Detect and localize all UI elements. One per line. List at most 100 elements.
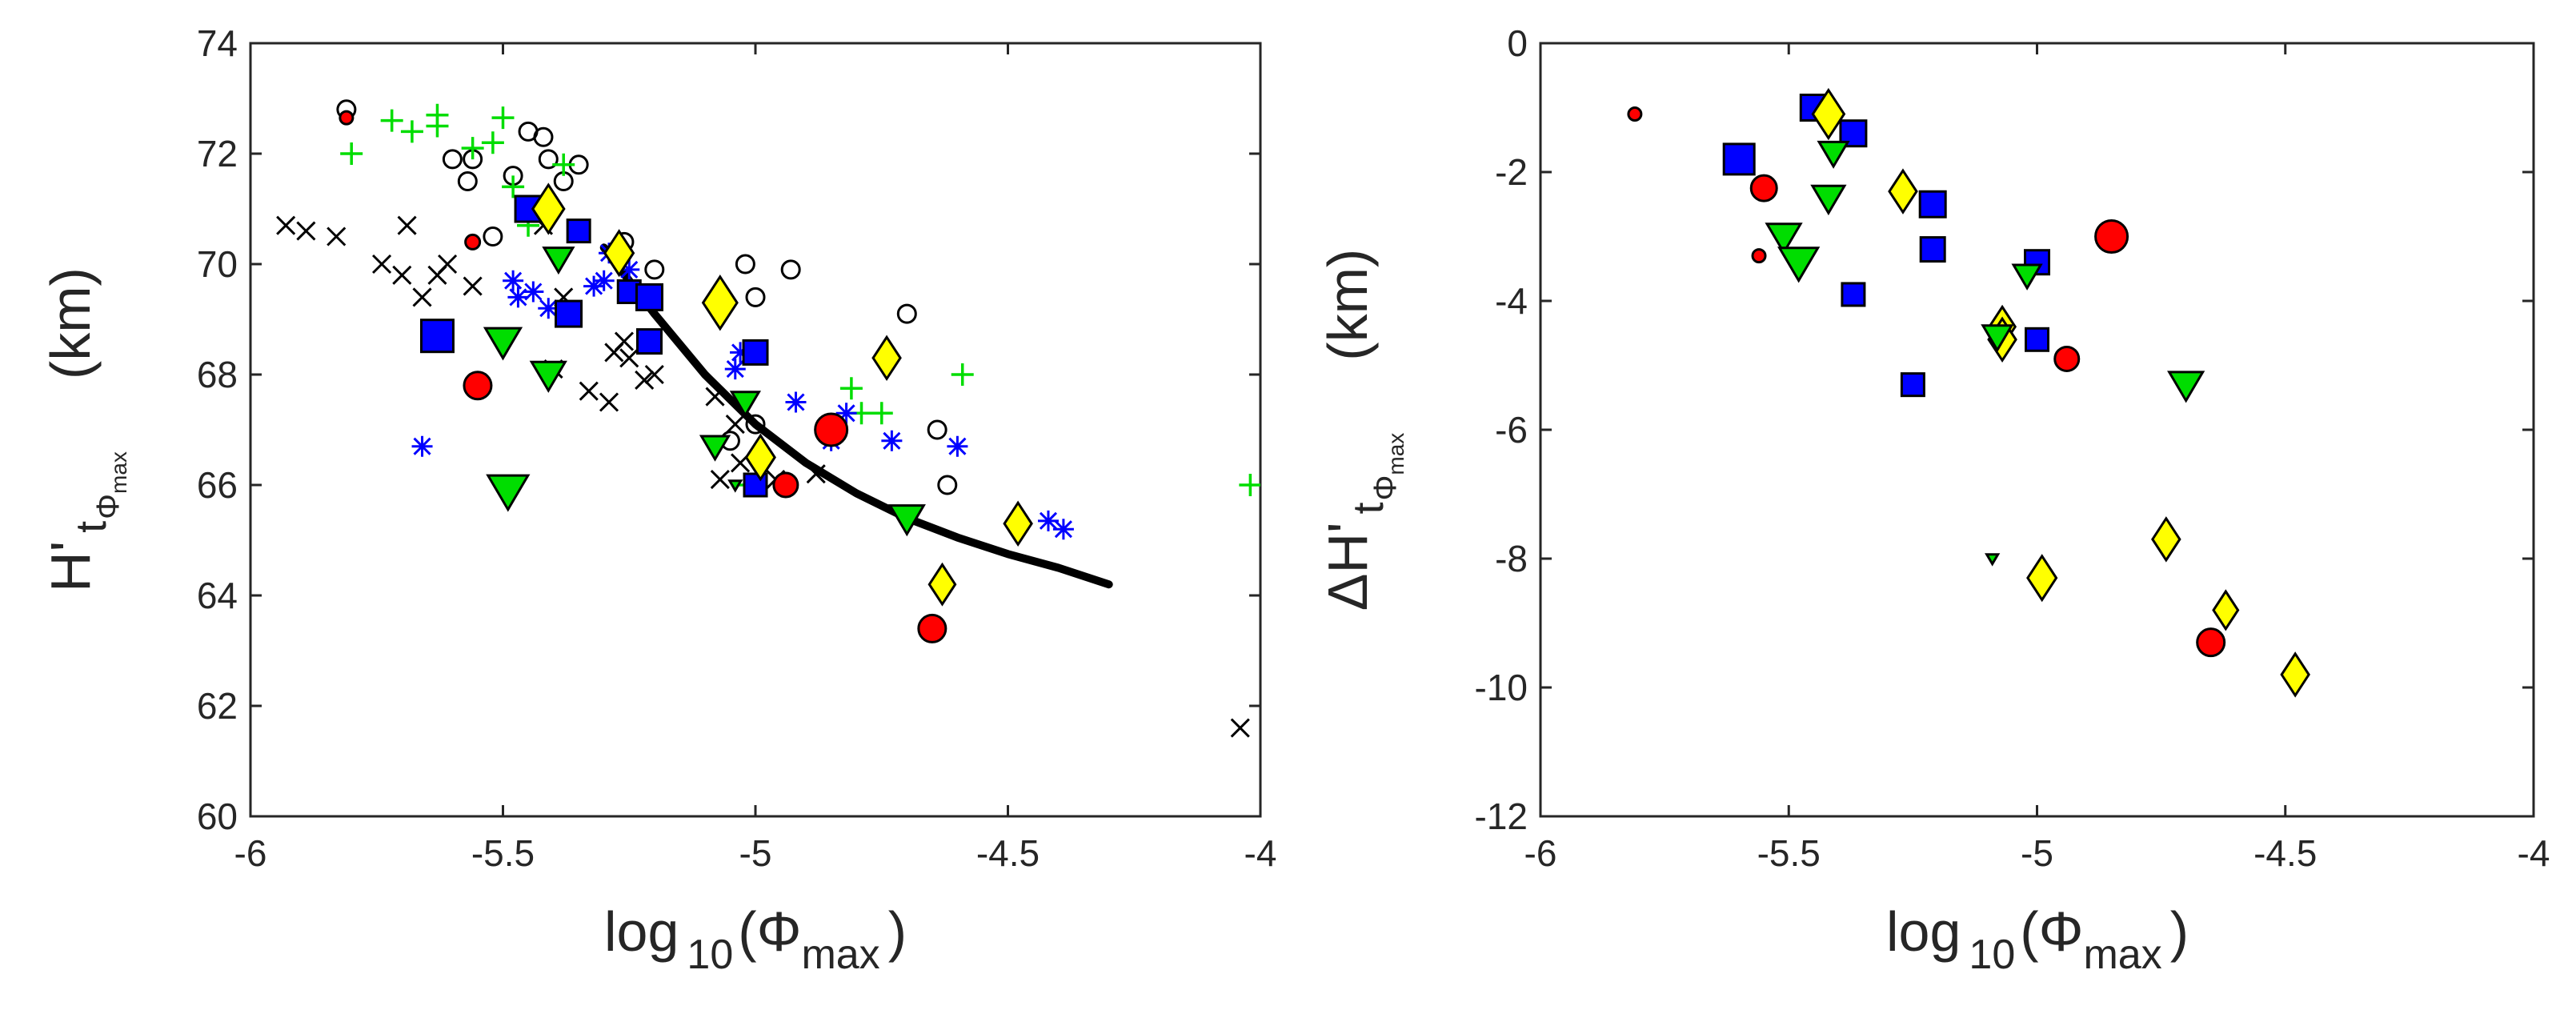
yellow-diamond-marker bbox=[2280, 651, 2310, 698]
blue-square-marker bbox=[1919, 236, 1946, 263]
yellow-diamond-marker bbox=[2026, 554, 2058, 603]
black-open-circle-marker bbox=[538, 149, 559, 170]
red-circle-marker bbox=[464, 233, 482, 250]
blue-star-marker bbox=[730, 342, 751, 363]
black-open-circle-marker bbox=[927, 419, 947, 440]
blue-star-marker bbox=[785, 391, 807, 413]
blue-star-marker bbox=[835, 403, 857, 424]
blue-square-marker bbox=[635, 328, 663, 355]
x-tick-label: -4 bbox=[2518, 832, 2550, 874]
black-x-marker bbox=[276, 215, 296, 235]
y-tick-label: -8 bbox=[1495, 538, 1528, 579]
blue-square-marker bbox=[555, 299, 583, 328]
red-circle-marker bbox=[814, 412, 849, 447]
axis-tick-labels: -6 -5.5 -5 -4.5 -4 60 62 64 66 68 70 72 74 bbox=[197, 22, 1277, 874]
black-x-marker bbox=[327, 226, 347, 246]
yellow-diamond-marker bbox=[1003, 500, 1033, 547]
blue-star-marker bbox=[507, 287, 529, 308]
red-circle-marker bbox=[1627, 106, 1643, 122]
x-tick-label: -4.5 bbox=[2253, 832, 2317, 874]
green-plus-marker bbox=[481, 131, 504, 154]
blue-square-marker bbox=[742, 339, 769, 366]
green-plus-marker bbox=[380, 109, 403, 132]
red-circle-marker bbox=[2094, 219, 2129, 254]
green-plus-marker bbox=[870, 402, 893, 425]
red-circle-marker bbox=[2053, 345, 2081, 372]
right-scatter-panel: -6 -5.5 -5 -4.5 -4 -12 -10 -8 -6 -4 -2 0 log 10(Φmax… bbox=[1316, 22, 2550, 978]
red-circle-marker bbox=[339, 110, 355, 126]
yellow-diamond-marker bbox=[744, 433, 776, 482]
x-axis-label: log 10(Φmax) bbox=[1886, 900, 2189, 978]
red-circle-marker bbox=[1751, 248, 1767, 264]
black-x-marker bbox=[725, 415, 745, 435]
x-tick-label: -5.5 bbox=[1757, 832, 1821, 874]
black-x-marker bbox=[392, 265, 412, 285]
green-triangle-marker bbox=[1765, 222, 1803, 255]
y-tick-label: 74 bbox=[197, 22, 238, 64]
green-triangle-marker bbox=[486, 474, 531, 512]
green-triangle-marker bbox=[1810, 184, 1847, 216]
green-triangle-marker bbox=[2011, 263, 2043, 291]
black-x-marker bbox=[705, 387, 725, 407]
blue-square-marker bbox=[514, 194, 543, 223]
black-x-marker bbox=[412, 287, 432, 307]
yellow-diamond-marker bbox=[2212, 589, 2240, 631]
y-axis-label: H'tΦmax(km) bbox=[39, 267, 131, 592]
blue-star-marker bbox=[881, 430, 903, 451]
y-tick-label: 68 bbox=[197, 354, 238, 395]
black-x-marker bbox=[619, 348, 639, 368]
black-open-circle-marker bbox=[457, 171, 478, 191]
red-circle-marker bbox=[1749, 174, 1778, 202]
blue-square-marker bbox=[635, 283, 663, 311]
black-x-marker bbox=[296, 221, 316, 241]
red-circle-marker bbox=[772, 471, 799, 499]
yellow-diamond-marker bbox=[871, 335, 902, 382]
red-circle-marker bbox=[917, 613, 947, 643]
x-tick-label: -5 bbox=[739, 832, 772, 874]
green-plus-marker bbox=[461, 137, 484, 160]
black-x-marker bbox=[614, 331, 635, 351]
plot-area bbox=[249, 42, 1262, 818]
green-plus-marker bbox=[552, 153, 575, 176]
blue-square-marker bbox=[419, 319, 455, 354]
blue-star-marker bbox=[411, 435, 433, 457]
black-open-circle-marker bbox=[442, 149, 463, 170]
yellow-diamond-marker bbox=[531, 182, 566, 235]
x-tick-label: -5.5 bbox=[471, 832, 535, 874]
x-tick-label: -6 bbox=[234, 832, 267, 874]
black-x-marker bbox=[710, 470, 730, 490]
yellow-diamond-marker bbox=[701, 275, 739, 331]
blue-star-marker bbox=[503, 270, 524, 291]
yellow-diamond-marker bbox=[603, 229, 635, 278]
yellow-diamond-marker bbox=[1811, 87, 1846, 141]
blue-square-marker bbox=[2025, 327, 2049, 352]
blue-square-marker bbox=[1841, 282, 1866, 307]
svg-text:ΔH'tΦmax(km): ΔH'tΦmax(km) bbox=[1316, 249, 1408, 611]
black-open-circle-marker bbox=[483, 226, 503, 246]
green-triangle-marker bbox=[529, 360, 567, 393]
black-x-marker bbox=[438, 254, 458, 275]
green-triangle-marker bbox=[699, 435, 731, 462]
black-open-circle-marker bbox=[745, 414, 766, 435]
black-open-circle-marker bbox=[780, 259, 801, 280]
black-x-marker bbox=[806, 464, 826, 484]
x-tick-label: -4.5 bbox=[976, 832, 1040, 874]
svg-text:H'tΦmax(km): H'tΦmax(km) bbox=[39, 267, 131, 592]
red-circle-marker bbox=[463, 371, 493, 401]
x-tick-label: -4 bbox=[1244, 832, 1277, 874]
y-tick-label: -10 bbox=[1475, 667, 1528, 708]
green-plus-marker bbox=[502, 175, 525, 198]
y-tick-label: 0 bbox=[1507, 22, 1528, 64]
yellow-diamond-marker bbox=[1888, 168, 1918, 214]
green-triangle-marker bbox=[1777, 246, 1821, 283]
blue-square-marker bbox=[566, 218, 591, 244]
blue-star-marker bbox=[947, 435, 968, 457]
y-tick-label: 62 bbox=[197, 685, 238, 727]
y-tick-label: 60 bbox=[197, 796, 238, 837]
blue-star-marker bbox=[583, 275, 605, 297]
green-triangle-marker bbox=[727, 479, 743, 493]
blue-star-marker bbox=[593, 270, 615, 291]
y-tick-label: 70 bbox=[197, 243, 238, 285]
blue-square-marker bbox=[1918, 190, 1947, 218]
left-scatter-panel: -6 -5.5 -5 -4.5 -4 60 62 64 66 68 70 72 74 log 10(Φma… bbox=[39, 22, 1276, 978]
